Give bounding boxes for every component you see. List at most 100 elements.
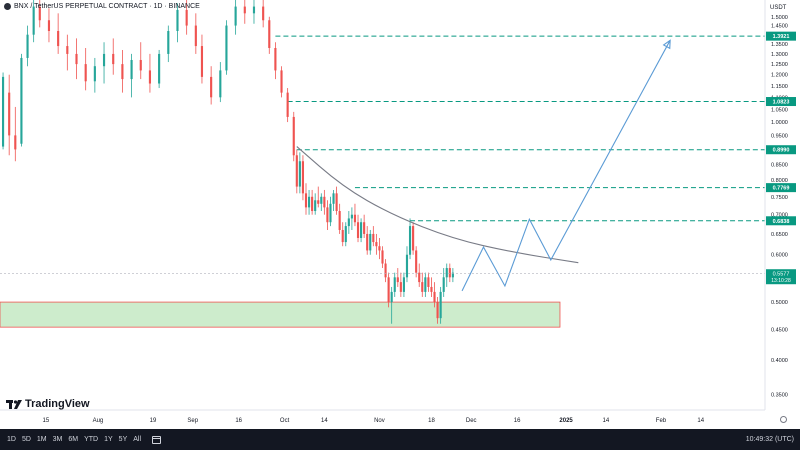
bottom-toolbar: 1D 5D 1M 3M 6M YTD 1Y 5Y All 10:49:32 (UTC): [0, 429, 800, 450]
candle-down: [84, 48, 87, 91]
candle-body: [356, 222, 360, 238]
candle-up: [252, 0, 256, 24]
candle-body: [353, 214, 357, 223]
price-tick-label: 1.0000: [771, 120, 788, 126]
candle-up: [307, 189, 311, 215]
candle-up: [225, 20, 228, 75]
tradingview-icon: [6, 399, 22, 409]
candle-body: [412, 226, 415, 251]
candle-body: [298, 161, 301, 187]
level-lines: [275, 35, 765, 222]
candle-up: [424, 272, 427, 297]
symbol-header[interactable]: BNX / TetherUS PERPETUAL CONTRACT · 1D ·…: [4, 3, 200, 10]
timeframe-button[interactable]: 3M: [52, 436, 63, 443]
candle-countdown-label: 13:10:28: [771, 278, 791, 284]
candle-down: [274, 42, 277, 80]
symbol-title: BNX / TetherUS PERPETUAL CONTRACT · 1D ·…: [14, 3, 200, 10]
price-tick-label: 1.4500: [771, 24, 788, 30]
candle-down: [262, 0, 265, 28]
candle-body: [102, 53, 106, 67]
candle-body: [329, 203, 332, 223]
timeframe-button[interactable]: 1D: [7, 436, 16, 443]
level-price-label: 0.7769: [773, 186, 790, 192]
candle-up: [234, 0, 237, 35]
candle-down: [210, 66, 213, 105]
candle-up: [26, 25, 29, 67]
currency-unit[interactable]: USDT: [770, 5, 787, 11]
price-tick-label: 0.4000: [771, 358, 788, 364]
candle-down: [412, 222, 415, 255]
candle-down: [139, 42, 142, 80]
candle-body: [436, 302, 439, 319]
time-tick-label: 19: [150, 418, 157, 424]
level-price-label: 0.8990: [773, 148, 790, 154]
candle-up: [32, 0, 35, 43]
time-tick-label: 18: [428, 418, 435, 424]
candle-body: [326, 207, 329, 223]
level-price-tag: [766, 145, 796, 155]
candle-body: [350, 214, 353, 219]
candle-up: [405, 246, 409, 283]
candle-body: [280, 70, 283, 93]
time-axis: 15 Aug 19 Sep 16 Oct 14 Nov 18 Dec 16 2025 14 Feb 14: [0, 409, 765, 424]
price-tick-label: 0.8500: [771, 162, 788, 168]
candle-down: [448, 263, 451, 283]
price-tick-label: 1.2000: [771, 73, 788, 79]
candle-body: [292, 116, 295, 156]
timeframe-button[interactable]: YTD: [84, 436, 99, 443]
candle-body: [369, 233, 372, 251]
tradingview-logo[interactable]: TradingView: [6, 398, 90, 410]
utc-clock[interactable]: 10:49:32 (UTC): [745, 436, 794, 443]
candle-body: [341, 229, 344, 243]
timeframe-button[interactable]: 1Y: [104, 436, 113, 443]
candle-body: [66, 46, 69, 54]
candle-up: [329, 196, 332, 227]
level-price-label: 1.3921: [773, 34, 790, 40]
price-tick-label: 0.8000: [771, 178, 788, 184]
candle-body: [93, 66, 96, 82]
candle-up: [20, 53, 23, 147]
candle-body: [448, 268, 451, 278]
candle-up: [369, 229, 372, 255]
candle-down: [323, 189, 326, 215]
candle-body: [274, 48, 277, 71]
candle-down: [372, 226, 375, 247]
candle-body: [210, 76, 213, 98]
calendar-icon[interactable]: [152, 435, 162, 444]
candle-body: [225, 25, 228, 71]
timeframe-button[interactable]: 1M: [36, 436, 47, 443]
candle-body: [393, 277, 396, 292]
candle-down: [430, 277, 433, 297]
candle-body: [32, 6, 35, 35]
price-tick-label: 0.5000: [771, 300, 788, 306]
time-tick-label: Dec: [466, 418, 477, 424]
candle-down: [38, 0, 41, 28]
candle-down: [396, 268, 399, 287]
time-tick-label: 14: [321, 418, 328, 424]
candle-down: [194, 13, 197, 54]
settings-icon[interactable]: [780, 416, 787, 423]
candle-body: [311, 196, 314, 212]
candle-body: [307, 196, 311, 208]
timeframe-button[interactable]: 5D: [21, 436, 31, 443]
candle-down: [384, 259, 387, 283]
candle-down: [66, 34, 69, 71]
candle-up: [442, 268, 445, 297]
candle-up: [314, 193, 317, 215]
level-price-label: 1.0823: [773, 100, 790, 106]
timeframe-button[interactable]: All: [133, 436, 142, 443]
price-tick-label: 0.9500: [771, 133, 788, 139]
price-tick-label: 1.5000: [771, 15, 788, 21]
candle-up: [347, 211, 350, 234]
candle-down: [311, 189, 314, 215]
candle-down: [292, 111, 295, 162]
candle-body: [335, 193, 338, 212]
candle-down: [47, 8, 51, 43]
candle-body: [38, 6, 41, 21]
candle-body: [295, 155, 298, 187]
timeframe-button[interactable]: 5Y: [118, 436, 128, 443]
candle-body: [75, 53, 78, 65]
candle-body: [433, 291, 436, 303]
price-chart[interactable]: 1.50001.45001.40001.35001.30001.25001.20…: [0, 0, 800, 429]
timeframe-button[interactable]: 6M: [68, 436, 79, 443]
